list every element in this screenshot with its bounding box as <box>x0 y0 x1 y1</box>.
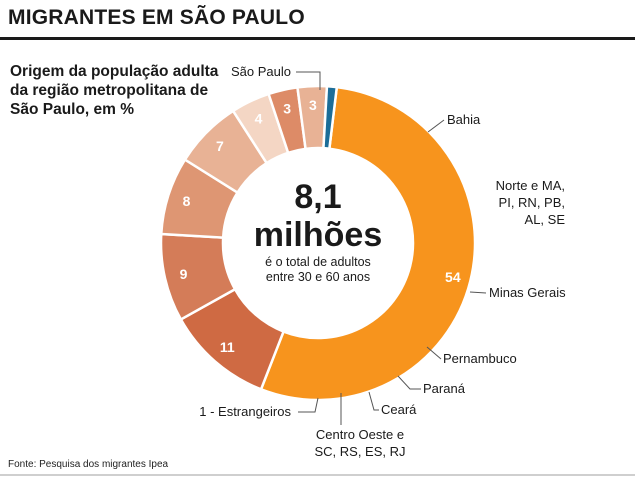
slice-label-5-line-0: Paraná <box>423 381 466 396</box>
slice-label-0-line-0: São Paulo <box>231 64 291 79</box>
slice-values: 54 11 9 8 7 4 3 3 <box>180 97 461 355</box>
slice-labels: São Paulo Bahia Norte e MA, PI, RN, PB, AL, … <box>199 64 566 459</box>
slice-value-6: 3 <box>283 100 291 116</box>
center-text: 8,1 milhões é o total de adultos entre 3… <box>254 178 382 284</box>
center-value-line2: milhões <box>254 216 382 254</box>
leader-line-8 <box>298 397 319 413</box>
title-bar: MIGRANTES EM SÃO PAULO <box>0 0 635 40</box>
slice-value-4: 7 <box>216 138 224 154</box>
slice-label-3-line-0: Minas Gerais <box>489 285 566 300</box>
slice-value-7: 3 <box>309 97 317 113</box>
center-note-line2: entre 30 e 60 anos <box>266 270 370 284</box>
center-value-line1: 8,1 <box>294 178 341 216</box>
source-note: Fonte: Pesquisa dos migrantes Ipea <box>8 459 169 470</box>
slice-value-5: 4 <box>255 110 263 126</box>
chart-subtitle: Origem da população adulta da região met… <box>10 63 219 118</box>
leader-line-5 <box>397 375 421 390</box>
slice-label-7-line-1: SC, RS, ES, RJ <box>314 444 405 459</box>
slice-label-2-line-0: Norte e MA, <box>496 178 565 193</box>
slice-label-8-line-0: 1 - Estrangeiros <box>199 404 291 419</box>
slice-label-7-line-0: Centro Oeste e <box>316 427 404 442</box>
bottom-rule <box>0 474 635 476</box>
leader-line-3 <box>469 291 487 294</box>
slice-value-3: 8 <box>183 193 191 209</box>
leader-line-1 <box>427 119 445 133</box>
leader-line-0 <box>296 71 321 90</box>
slice-label-1-line-0: Bahia <box>447 112 481 127</box>
leader-lines <box>296 71 487 425</box>
leader-line-4 <box>426 346 442 360</box>
center-note-line1: é o total de adultos <box>265 255 371 269</box>
slice-value-1: 11 <box>220 339 235 355</box>
slice-8 <box>322 84 339 151</box>
slices-layer <box>159 84 477 402</box>
slice-label-4-line-0: Pernambuco <box>443 351 517 366</box>
chart-title: MIGRANTES EM SÃO PAULO <box>8 6 305 29</box>
slice-value-2: 9 <box>180 266 188 282</box>
slice-0 <box>259 85 477 402</box>
leader-line-6 <box>368 391 379 411</box>
slice-value-0: 54 <box>445 269 461 285</box>
slice-label-6-line-0: Ceará <box>381 402 417 417</box>
title-rule <box>0 37 635 40</box>
slice-label-2-line-1: PI, RN, PB, <box>499 195 565 210</box>
slice-label-2-line-2: AL, SE <box>525 212 566 227</box>
